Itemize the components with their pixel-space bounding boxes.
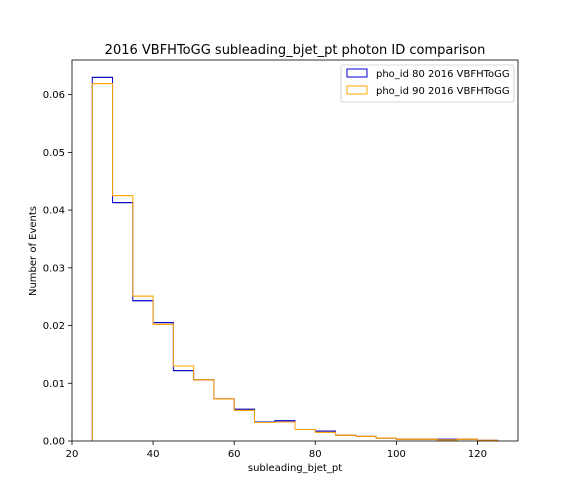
legend-label-series-1: pho_id 80 2016 VBFHToGG xyxy=(376,69,510,80)
x-tick-label: 120 xyxy=(468,449,487,460)
legend-swatch-series-2 xyxy=(346,85,368,95)
plot-area xyxy=(72,60,518,441)
y-tick-label: 0.00 xyxy=(43,437,65,448)
y-tick-label: 0.02 xyxy=(43,321,65,332)
y-tick-label: 0.01 xyxy=(43,379,65,390)
x-tick-label: 60 xyxy=(228,449,241,460)
x-tick-label: 40 xyxy=(147,449,160,460)
x-tick-label: 100 xyxy=(387,449,406,460)
y-axis: 0.00 0.01 0.02 0.03 0.04 0.05 0.06 xyxy=(43,90,72,448)
x-tick-label: 80 xyxy=(309,449,322,460)
y-axis-label: Number of Events xyxy=(28,206,39,296)
x-tick-label: 20 xyxy=(66,449,79,460)
chart-title: 2016 VBFHToGG subleading_bjet_pt photon … xyxy=(105,43,486,58)
legend-label-series-2: pho_id 90 2016 VBFHToGG xyxy=(376,86,510,97)
x-axis: 20 40 60 80 100 120 xyxy=(66,441,487,460)
legend-swatch-series-1 xyxy=(346,68,368,78)
plot-frame xyxy=(71,59,519,442)
y-tick-label: 0.04 xyxy=(43,206,65,217)
legend: pho_id 80 2016 VBFHToGG pho_id 90 2016 V… xyxy=(340,64,515,103)
series-2 xyxy=(91,83,499,441)
y-tick-label: 0.06 xyxy=(43,90,65,101)
histogram-bars xyxy=(91,76,499,441)
y-tick-label: 0.05 xyxy=(43,148,65,159)
legend-box xyxy=(340,64,515,103)
x-axis-label: subleading_bjet_pt xyxy=(248,463,342,474)
y-tick-label: 0.03 xyxy=(43,263,65,274)
